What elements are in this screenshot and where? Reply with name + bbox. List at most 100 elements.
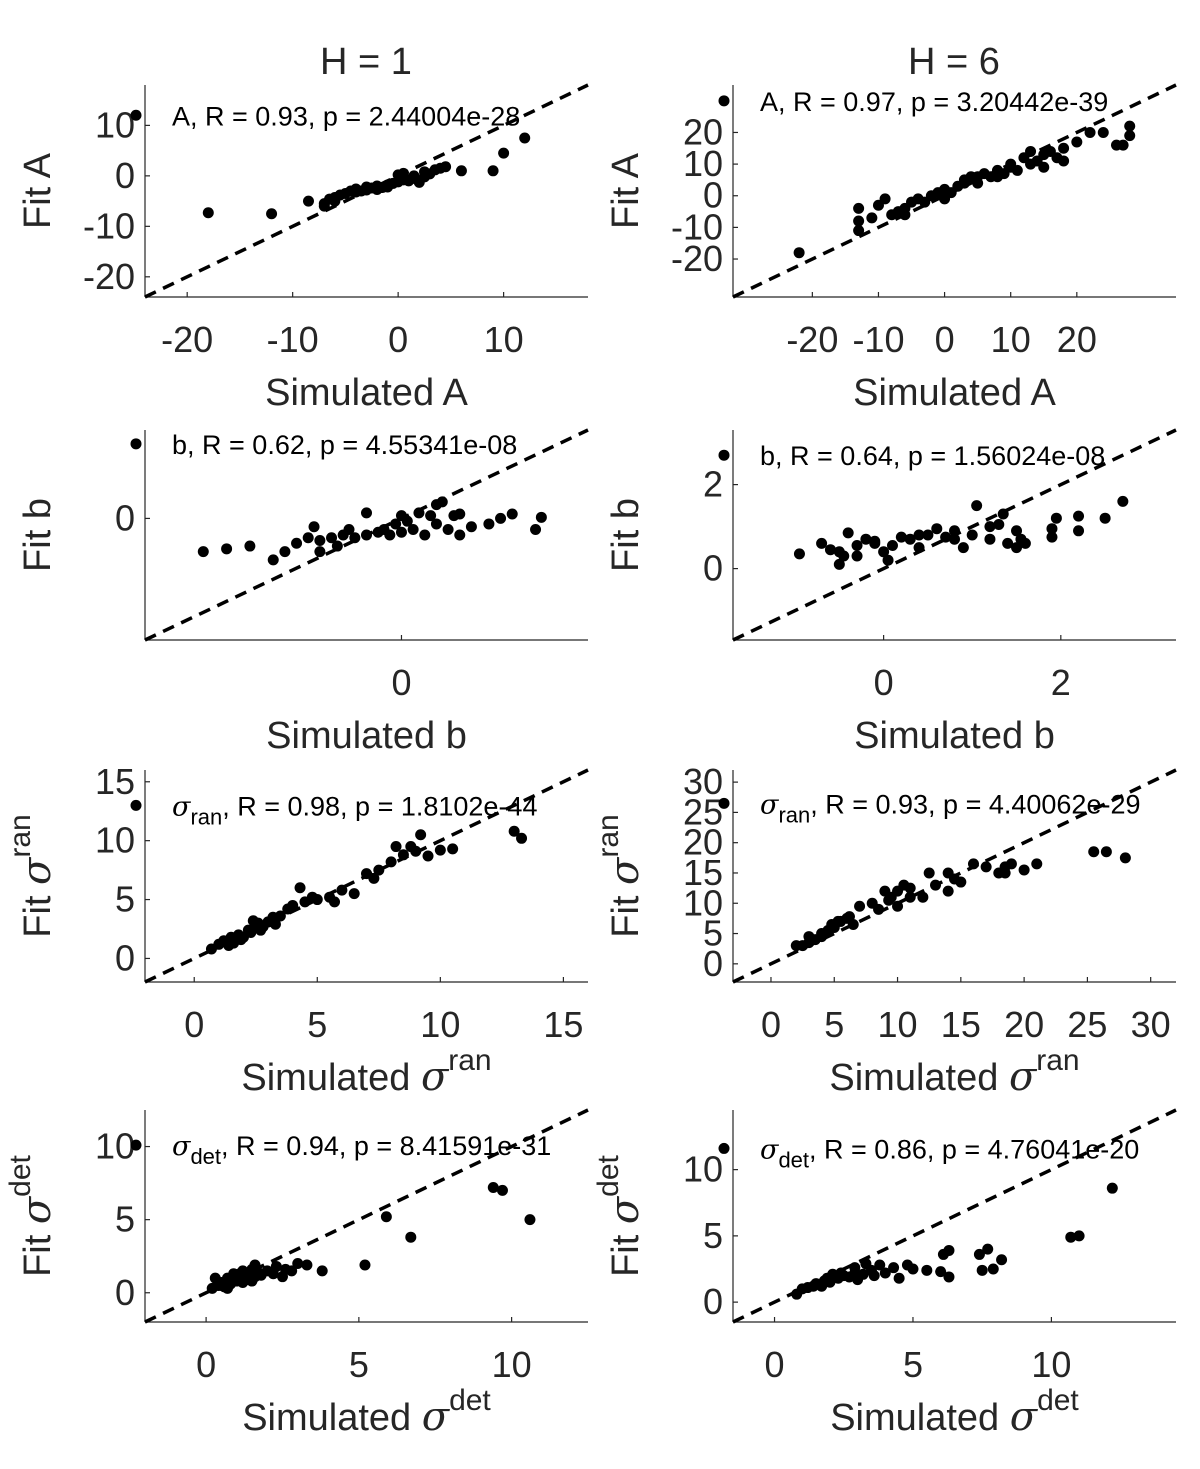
y-axis-label-text: Fit A xyxy=(17,152,59,229)
data-point xyxy=(1097,126,1109,138)
data-point xyxy=(455,165,467,177)
data-point xyxy=(336,884,348,896)
sigma-symbol: σ xyxy=(602,1195,648,1224)
data-point xyxy=(246,1275,258,1287)
data-point xyxy=(405,1231,417,1243)
data-point xyxy=(496,1184,508,1196)
annotation-param: A xyxy=(760,87,778,117)
data-point xyxy=(465,521,477,533)
data-point xyxy=(447,843,459,855)
data-point xyxy=(883,894,895,906)
data-point xyxy=(361,184,372,196)
data-point xyxy=(1100,846,1112,858)
x-tick-label: -10 xyxy=(852,319,904,360)
data-point xyxy=(901,1259,913,1271)
data-point xyxy=(1119,852,1131,864)
data-point xyxy=(942,867,954,879)
data-point xyxy=(1071,136,1083,148)
annotation: σran, R = 0.98, p = 1.8102e-44 xyxy=(172,791,537,829)
data-point xyxy=(1117,495,1129,507)
y-tick-label: 2 xyxy=(703,464,723,505)
y-axis-label-text: Fit b xyxy=(17,498,59,572)
x-axis-label-superscript: ran xyxy=(448,1044,491,1077)
sigma-symbol: σ xyxy=(602,856,648,885)
data-point xyxy=(279,546,291,558)
data-point xyxy=(976,1264,988,1276)
sigma-symbol: σ xyxy=(421,1054,450,1100)
data-point xyxy=(1011,525,1023,537)
y-axis-label: Fit σdet xyxy=(592,1154,648,1276)
data-point xyxy=(921,1264,933,1276)
data-point xyxy=(957,542,969,554)
x-axis-label-text: Simulated A xyxy=(265,372,468,414)
data-point xyxy=(280,1263,292,1275)
annotation-stats: , R = 0.97, p = 3.20442e-39 xyxy=(778,87,1108,117)
data-point xyxy=(373,864,385,876)
sigma-symbol: σ xyxy=(422,1394,451,1440)
data-point xyxy=(895,531,907,543)
data-point xyxy=(882,554,894,566)
data-point xyxy=(301,1259,313,1271)
data-point xyxy=(996,1254,1008,1266)
y-axis-label: Fit b xyxy=(17,498,59,572)
data-point xyxy=(380,1211,392,1223)
data-point xyxy=(851,540,863,551)
data-point xyxy=(385,856,397,868)
annotation-param: A xyxy=(172,101,190,131)
legend-marker xyxy=(718,797,730,809)
data-point xyxy=(1124,130,1136,142)
x-tick-label: -20 xyxy=(161,319,213,360)
data-point xyxy=(923,867,935,879)
x-axis-label: Simulated b xyxy=(266,715,467,757)
x-tick-label: 5 xyxy=(307,1004,327,1045)
data-point xyxy=(1106,1182,1118,1194)
y-axis-label-text: Fit A xyxy=(605,152,647,229)
y-tick-label: 30 xyxy=(683,761,723,802)
x-axis-label-text: Simulated xyxy=(241,1057,421,1099)
y-tick-label: -10 xyxy=(671,206,723,247)
x-axis-label: Simulated b xyxy=(854,715,1055,757)
data-point xyxy=(984,533,996,545)
data-point xyxy=(454,529,466,541)
data-point xyxy=(422,850,434,862)
data-point xyxy=(245,927,257,939)
y-tick-label: 0 xyxy=(703,943,723,984)
data-point xyxy=(401,515,413,527)
x-axis-label-text: Simulated A xyxy=(853,372,1056,414)
data-point xyxy=(425,510,437,522)
data-point xyxy=(408,172,420,184)
data-point xyxy=(487,1181,499,1193)
data-point xyxy=(931,523,943,535)
y-axis-label: Fit σran xyxy=(4,814,60,937)
data-point xyxy=(530,523,542,535)
data-point xyxy=(879,1267,891,1279)
legend-marker xyxy=(718,449,730,461)
y-tick-label: 20 xyxy=(683,111,723,152)
y-tick-label: 15 xyxy=(683,852,723,893)
data-point xyxy=(997,508,1009,520)
data-point xyxy=(483,518,495,530)
annotation: σran, R = 0.93, p = 4.40062e-29 xyxy=(760,789,1140,827)
data-point xyxy=(316,1265,328,1277)
data-point xyxy=(943,1244,955,1256)
data-point xyxy=(939,183,951,195)
data-point xyxy=(904,533,916,545)
annotation-stats: , R = 0.86, p = 4.76041e-20 xyxy=(809,1134,1139,1164)
panel-h6-b: 0 2 0 2 b, R = 0.64, p = 1.56024e-08 Simulate… xyxy=(605,428,1177,757)
data-point xyxy=(270,1260,282,1272)
data-point xyxy=(247,915,259,927)
data-point xyxy=(949,525,960,537)
data-point xyxy=(266,208,278,220)
data-point xyxy=(892,885,904,897)
data-point xyxy=(249,1259,261,1271)
x-tick-label: 15 xyxy=(543,1004,583,1045)
y-tick-label: 25 xyxy=(683,791,723,832)
data-point xyxy=(384,529,396,541)
data-point xyxy=(857,1268,869,1280)
x-tick-label: -20 xyxy=(786,319,838,360)
x-tick-label: 5 xyxy=(903,1344,923,1385)
annotation-stats: , R = 0.94, p = 8.41591e-31 xyxy=(221,1131,551,1161)
annotation: σdet, R = 0.86, p = 4.76041e-20 xyxy=(760,1134,1139,1172)
data-point xyxy=(1073,525,1085,537)
